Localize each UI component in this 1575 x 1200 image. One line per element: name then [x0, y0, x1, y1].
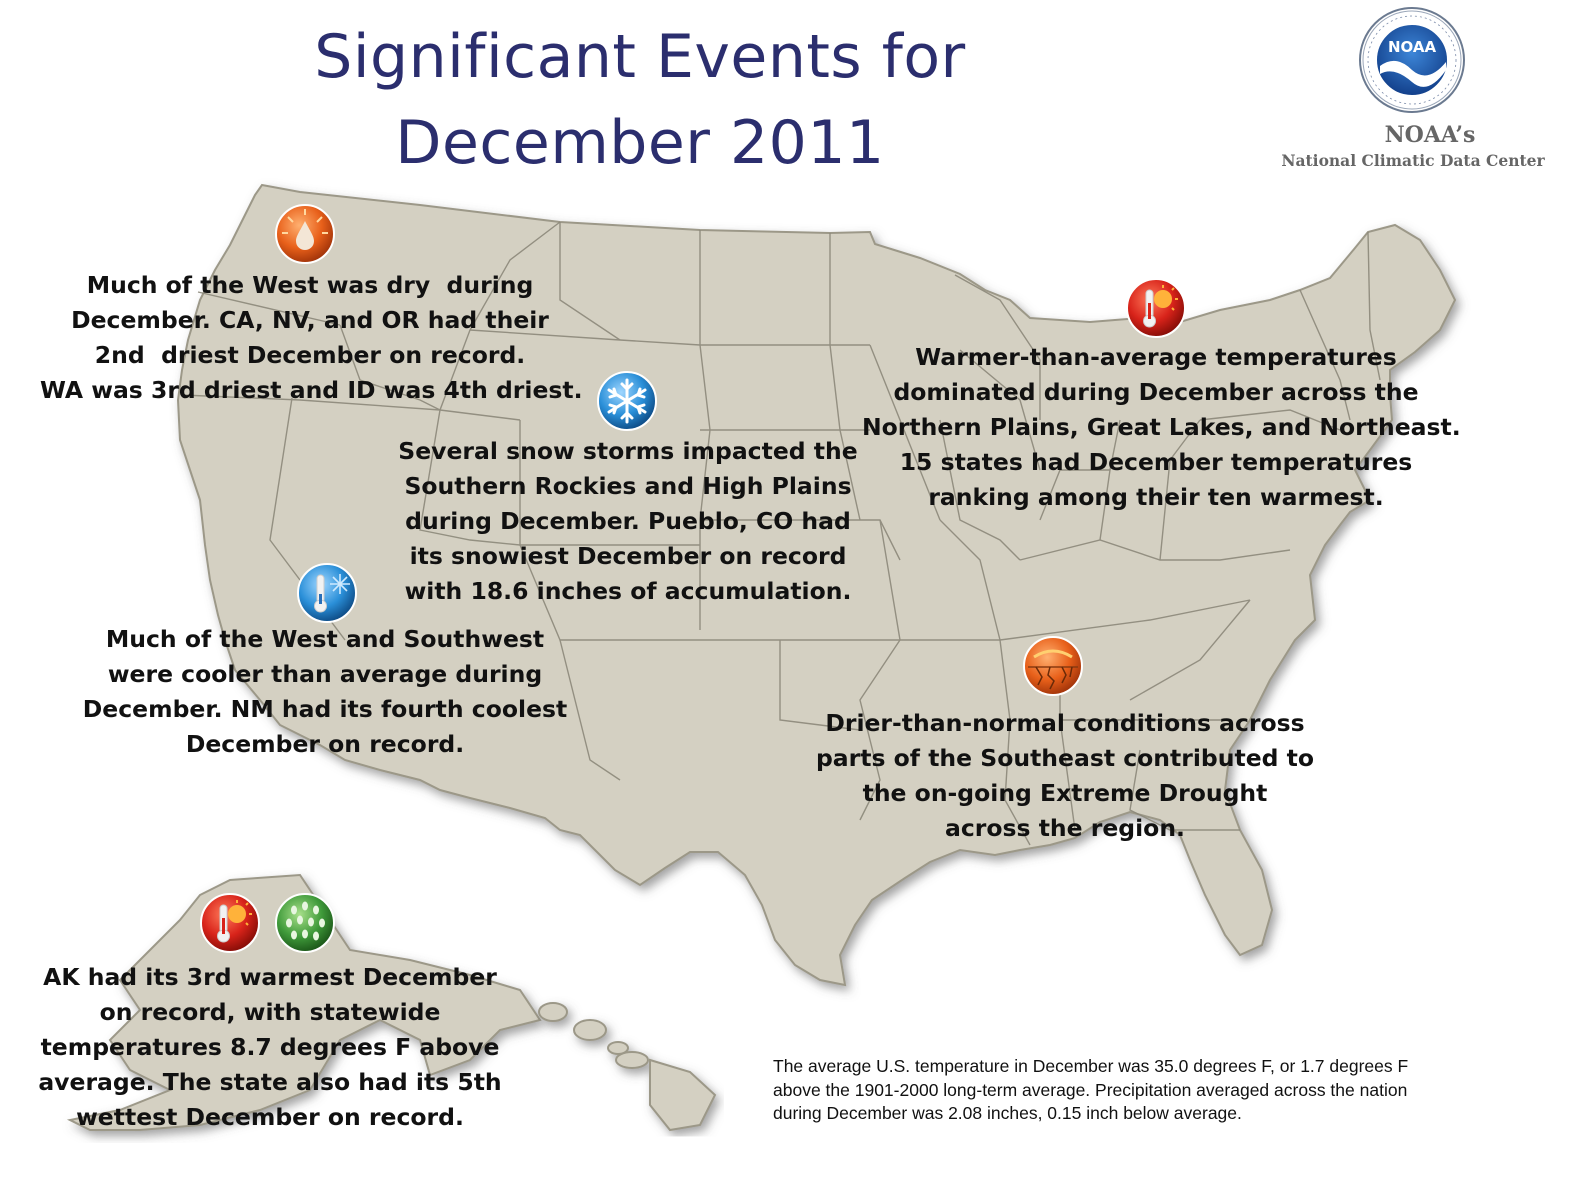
- dry-drop-icon: [275, 204, 335, 264]
- summary-line: during December was 2.08 inches, 0.15 in…: [773, 1103, 1242, 1123]
- callout-line: were cooler than average during: [107, 660, 543, 688]
- callout-line: 15 states had December temperatures: [899, 448, 1413, 476]
- svg-text:NOAA: NOAA: [1388, 38, 1437, 56]
- callout-line: the on-going Extreme Drought: [862, 779, 1268, 807]
- callout-snow: Several snow storms impacted the Souther…: [390, 434, 866, 609]
- callout-line: WA was 3rd driest and ID was 4th driest.: [40, 376, 583, 404]
- callout-line: Much of the West was dry during: [86, 271, 534, 299]
- callout-west-dry: Much of the West was dry during December…: [40, 268, 583, 408]
- callout-drought-southeast: Drier-than-normal conditions across part…: [810, 706, 1320, 846]
- callout-line: parts of the Southeast contributed to: [815, 744, 1315, 772]
- callout-line: Drier-than-normal conditions across: [825, 709, 1305, 737]
- callout-warm-northeast: Warmer-than-average temperatures dominat…: [862, 340, 1461, 515]
- callout-line: AK had its 3rd warmest December: [43, 963, 497, 991]
- alaska-warm-thermometer-icon: [200, 893, 260, 953]
- warm-thermometer-icon: [1126, 278, 1186, 338]
- callout-line: dominated during December across the: [893, 378, 1419, 406]
- cool-thermometer-icon: [297, 563, 357, 623]
- callout-line: with 18.6 inches of accumulation.: [404, 577, 852, 605]
- callout-line: ranking among their ten warmest.: [928, 483, 1384, 511]
- callout-line: across the region.: [945, 814, 1185, 842]
- callout-cool-west: Much of the West and Southwest were cool…: [70, 622, 580, 762]
- summary-line: The average U.S. temperature in December…: [773, 1056, 1409, 1076]
- noaa-logo: NOAA: [1359, 7, 1465, 113]
- callout-line: its snowiest December on record: [409, 542, 847, 570]
- callout-line: temperatures 8.7 degrees F above: [40, 1033, 500, 1061]
- state-borders: [181, 221, 1381, 846]
- callout-line: average. The state also had its 5th: [38, 1068, 502, 1096]
- callout-line: December. CA, NV, and OR had their: [71, 306, 549, 334]
- alaska-landmass: [66, 873, 542, 1131]
- callout-line: on record, with statewide: [99, 998, 441, 1026]
- callout-line: Warmer-than-average temperatures: [915, 343, 1397, 371]
- callout-line: Several snow storms impacted the: [398, 437, 858, 465]
- callout-line: Northern Plains, Great Lakes, and Northe…: [862, 413, 1461, 441]
- page-title-line-2: December 2011: [395, 108, 885, 178]
- noaa-name: NOAA’s: [1384, 122, 1476, 148]
- callout-line: December. NM had its fourth coolest: [82, 695, 568, 723]
- summary-line: above the 1901-2000 long-term average. P…: [773, 1079, 1408, 1100]
- hawaii-islands: [538, 1002, 717, 1132]
- contiguous-us-landmass: [176, 183, 1457, 987]
- callout-line: Much of the West and Southwest: [105, 625, 545, 653]
- rain-drops-icon: [275, 893, 335, 953]
- callout-alaska: AK had its 3rd warmest December on recor…: [30, 960, 510, 1135]
- callout-line: Southern Rockies and High Plains: [404, 472, 852, 500]
- summary-note: The average U.S. temperature in December…: [773, 1055, 1408, 1126]
- callout-line: 2nd driest December on record.: [94, 341, 526, 369]
- ncdc-name: National Climatic Data Center: [1281, 151, 1545, 170]
- drought-icon: [1023, 636, 1083, 696]
- snowflake-icon: [597, 371, 657, 431]
- callout-line: wettest December on record.: [76, 1103, 464, 1131]
- callout-line: during December. Pueblo, CO had: [405, 507, 851, 535]
- callout-line: December on record.: [185, 730, 465, 758]
- page-title-line-1: Significant Events for: [314, 22, 966, 92]
